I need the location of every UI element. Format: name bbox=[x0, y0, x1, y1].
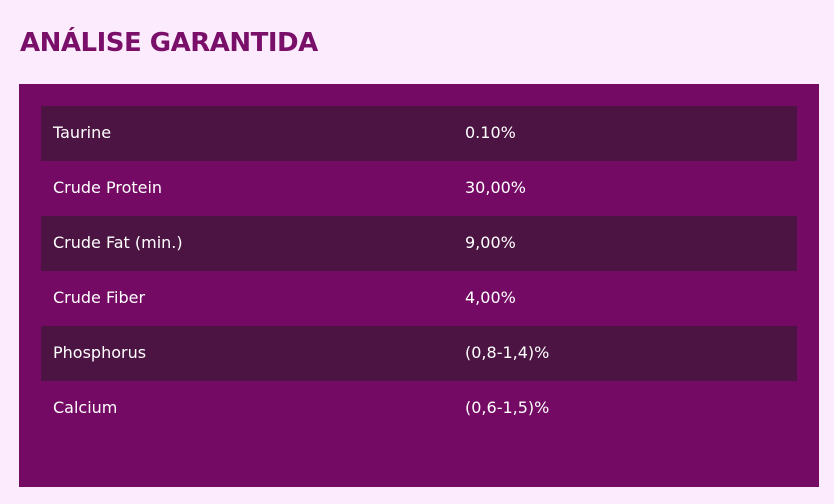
page-title: ANÁLISE GARANTIDA bbox=[20, 28, 318, 58]
nutrient-name: Crude Fat (min.) bbox=[53, 233, 183, 252]
nutrient-name: Crude Protein bbox=[53, 178, 163, 197]
table-row-crude-fiber: Crude Fiber 4,00% bbox=[41, 271, 797, 326]
nutrient-value: (0,8-1,4)% bbox=[465, 343, 550, 362]
nutrient-name: Crude Fiber bbox=[53, 288, 146, 307]
table-row-taurine: Taurine 0.10% bbox=[41, 106, 797, 161]
nutrient-name: Taurine bbox=[53, 123, 112, 142]
table-row-crude-fat: Crude Fat (min.) 9,00% bbox=[41, 216, 797, 271]
nutrient-value: 9,00% bbox=[465, 233, 516, 252]
nutrient-value: 0.10% bbox=[465, 123, 516, 142]
nutrient-value: 30,00% bbox=[465, 178, 527, 197]
nutrient-value: (0,6-1,5)% bbox=[465, 398, 550, 417]
table-row-calcium: Calcium (0,6-1,5)% bbox=[41, 381, 797, 431]
analysis-table: Taurine 0.10% Crude Protein 30,00% Crude… bbox=[41, 106, 797, 431]
analysis-panel: Taurine 0.10% Crude Protein 30,00% Crude… bbox=[19, 84, 819, 487]
table-row-crude-protein: Crude Protein 30,00% bbox=[41, 161, 797, 216]
nutrient-name: Calcium bbox=[53, 398, 118, 417]
nutrient-value: 4,00% bbox=[465, 288, 516, 307]
nutrient-name: Phosphorus bbox=[53, 343, 147, 362]
table-row-phosphorus: Phosphorus (0,8-1,4)% bbox=[41, 326, 797, 381]
